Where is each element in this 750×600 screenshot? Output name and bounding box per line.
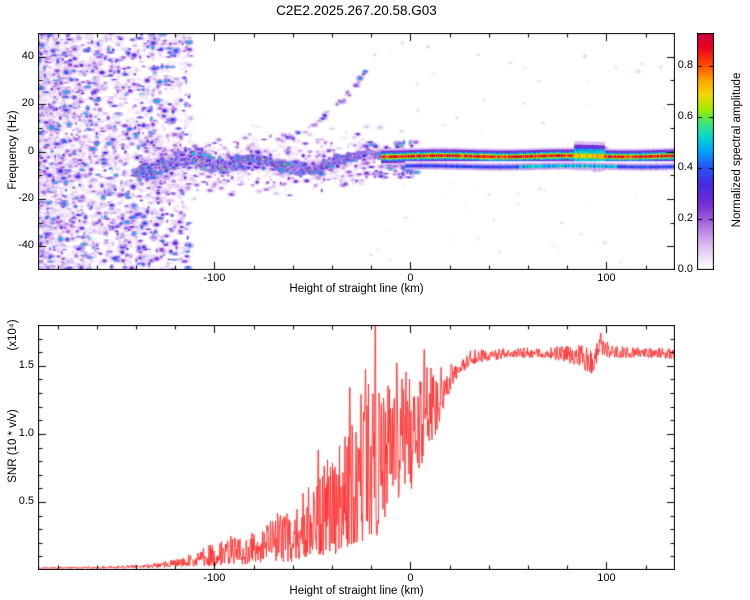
colorbar-tick-label: 0.8 (677, 59, 693, 72)
y-tick-label: 40 (21, 49, 34, 62)
snr-canvas (38, 325, 675, 570)
y-tick-label: -20 (18, 191, 34, 204)
snr-xlabel: Height of straight line (km) (289, 585, 424, 597)
snr-panel (38, 325, 675, 570)
colorbar-tick-label: 0.0 (677, 263, 693, 275)
spectrogram-xlabel: Height of straight line (km) (289, 283, 424, 295)
colorbar-tick-label: 0.6 (677, 110, 693, 123)
y-tick-label: -40 (18, 239, 34, 252)
x-tick-label: 100 (597, 572, 616, 584)
x-tick-label: 100 (597, 272, 616, 284)
colorbar (697, 33, 714, 270)
x-tick-label: 0 (407, 572, 414, 584)
colorbar-tick-label: 0.2 (677, 212, 693, 225)
y-tick-label: 1.0 (18, 426, 34, 439)
y-tick-label: 0.5 (18, 494, 34, 507)
spectrogram-panel (38, 33, 675, 270)
figure-title: C2E2.2025.267.20.58.G03 (276, 3, 437, 18)
y-tick-label: 0 (27, 144, 34, 157)
y-tick-label: 1.5 (18, 358, 34, 371)
x-tick-label: -100 (203, 572, 226, 584)
x-tick-label: 0 (407, 272, 414, 284)
x-tick-label: -100 (203, 272, 226, 284)
snr-ylabel-scale: (x10⁴) (7, 319, 19, 351)
colorbar-label: Normalized spectral amplitude (731, 72, 743, 228)
colorbar-canvas (697, 33, 714, 270)
colorbar-tick-label: 0.4 (677, 161, 693, 174)
spectrogram-canvas (38, 33, 675, 270)
y-tick-label: 20 (21, 97, 34, 110)
